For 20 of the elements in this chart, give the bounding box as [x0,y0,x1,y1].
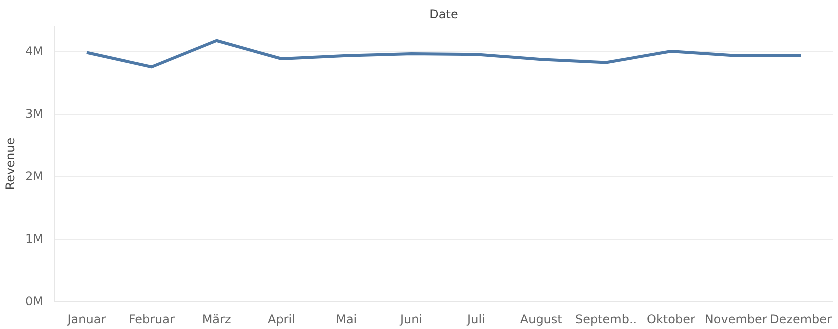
x-tick-label: August [520,312,563,326]
y-axis-title: Revenue [4,138,18,190]
y-tick-label: 2M [26,170,44,184]
x-tick-label: Septemb.. [575,312,638,326]
y-tick-label: 1M [26,232,44,246]
y-tick-label: 3M [26,107,44,121]
y-tick-label: 4M [26,44,44,58]
x-tick-label: Februar [128,312,175,326]
x-tick-label: Dezember [770,312,832,326]
x-tick-label: Oktober [647,312,696,326]
x-tick-label: Januar [66,312,106,326]
x-tick-label: März [202,312,232,326]
x-tick-label: April [268,312,296,326]
x-tick-label: Juli [466,312,486,326]
x-axis-title: Date [430,8,458,22]
line-series [85,39,803,69]
x-tick-label: Mai [336,312,358,326]
x-tick-label: Juni [400,312,423,326]
y-tick-label: 0M [26,294,44,308]
x-tick-label: November [704,312,768,326]
